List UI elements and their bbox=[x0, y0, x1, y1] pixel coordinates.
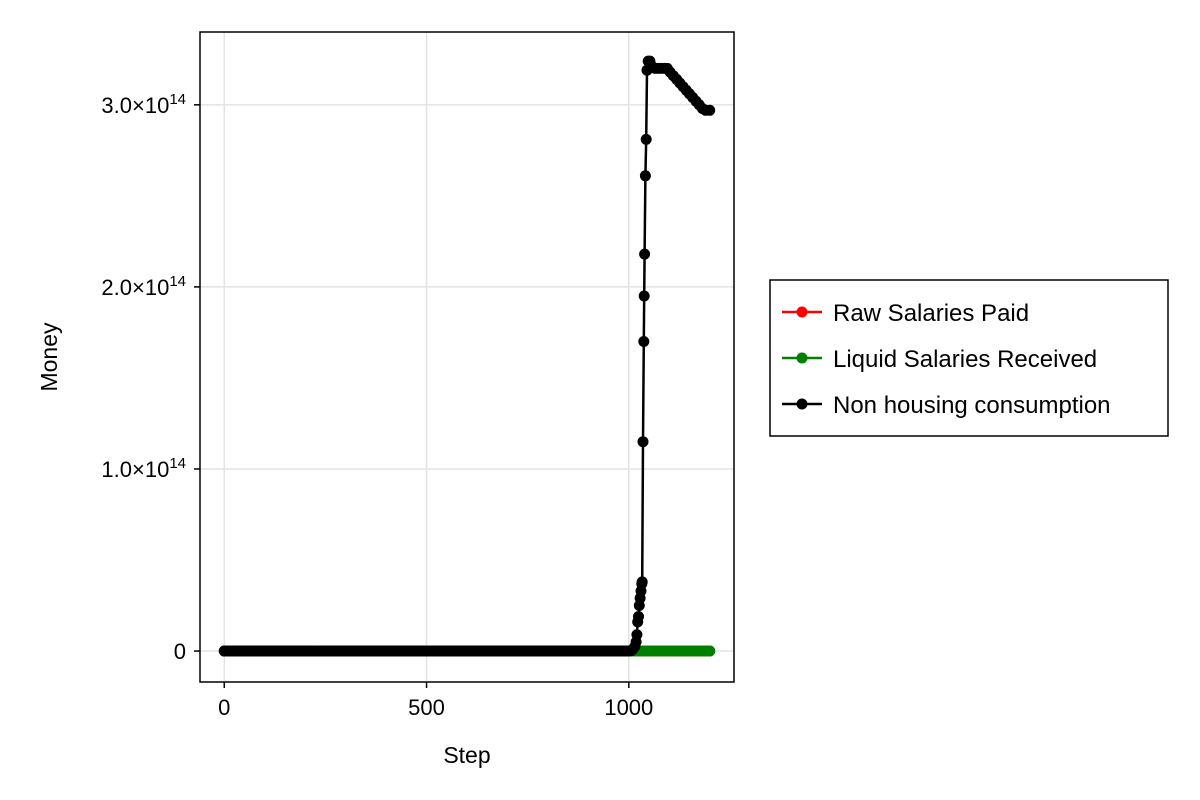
data-point bbox=[633, 611, 644, 622]
data-point bbox=[640, 133, 652, 145]
legend-items: Raw Salaries Paid Liquid Salaries Receive… bbox=[782, 300, 1111, 419]
data-point bbox=[704, 104, 716, 116]
legend-item: Liquid Salaries Received bbox=[782, 346, 1097, 373]
x-tick-label: 500 bbox=[408, 695, 445, 720]
data-point bbox=[636, 576, 648, 588]
legend-label: Non housing consumption bbox=[833, 392, 1111, 419]
legend-swatch-marker bbox=[796, 398, 808, 410]
legend: Raw Salaries Paid Liquid Salaries Receive… bbox=[769, 279, 1169, 437]
y-tick-label: 2.0×1014 bbox=[101, 273, 186, 300]
y-axis-label: Money bbox=[36, 322, 62, 392]
ticks-layer: 0 500 1000 0 1.0×1014 2.0×1014 3.0×1014 bbox=[101, 91, 653, 720]
series-non-housing-consumption bbox=[218, 55, 716, 657]
grid-layer bbox=[200, 32, 734, 682]
legend-item: Raw Salaries Paid bbox=[782, 300, 1029, 327]
legend-label: Raw Salaries Paid bbox=[833, 300, 1029, 327]
y-tick-label: 0 bbox=[174, 639, 186, 664]
legend-item: Non housing consumption bbox=[782, 392, 1111, 419]
data-point bbox=[631, 629, 643, 641]
x-axis-label: Step bbox=[443, 742, 490, 768]
series-line bbox=[224, 59, 710, 653]
legend-frame bbox=[769, 279, 1169, 437]
legend-swatch-marker bbox=[796, 306, 808, 318]
data-point bbox=[639, 170, 651, 182]
data-point bbox=[638, 336, 650, 347]
x-tick-label: 0 bbox=[218, 695, 230, 720]
plot-frame bbox=[199, 31, 735, 683]
series-layer bbox=[218, 55, 716, 657]
x-tick-label: 1000 bbox=[604, 695, 653, 720]
data-point bbox=[638, 290, 650, 302]
y-tick-label: 3.0×1014 bbox=[101, 91, 186, 118]
legend-swatch-marker bbox=[796, 352, 808, 364]
y-tick-label: 1.0×1014 bbox=[101, 455, 186, 482]
data-point bbox=[637, 436, 649, 448]
data-point bbox=[639, 248, 651, 260]
data-point bbox=[704, 645, 716, 657]
legend-label: Liquid Salaries Received bbox=[833, 346, 1097, 373]
